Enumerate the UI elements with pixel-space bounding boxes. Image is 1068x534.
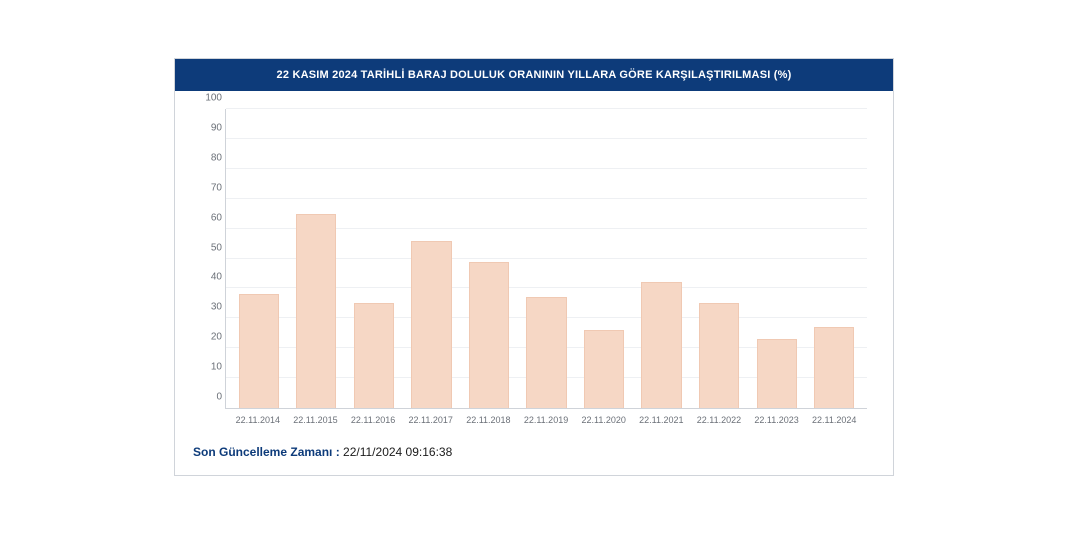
bar-slot (805, 109, 863, 408)
bar (641, 282, 681, 408)
y-tick-label: 20 (196, 332, 222, 343)
x-tick-label: 22.11.2024 (805, 415, 863, 425)
y-tick-label: 40 (196, 272, 222, 283)
bar-slot (518, 109, 576, 408)
y-tick-label: 100 (196, 93, 222, 104)
bar (296, 214, 336, 408)
y-tick-label: 60 (196, 212, 222, 223)
bar-slot (403, 109, 461, 408)
bar (584, 330, 624, 408)
chart-area: 0102030405060708090100 22.11.201422.11.2… (175, 91, 893, 433)
plot-region: 0102030405060708090100 (225, 109, 867, 409)
bar-slot (288, 109, 346, 408)
y-tick-label: 90 (196, 122, 222, 133)
x-tick-label: 22.11.2019 (517, 415, 575, 425)
bar (757, 339, 797, 408)
x-tick-label: 22.11.2017 (402, 415, 460, 425)
bar (239, 294, 279, 408)
bar-slot (575, 109, 633, 408)
x-tick-label: 22.11.2020 (575, 415, 633, 425)
bar (469, 262, 509, 409)
chart-card: 22 KASIM 2024 TARİHLİ BARAJ DOLULUK ORAN… (174, 58, 894, 476)
x-tick-label: 22.11.2015 (287, 415, 345, 425)
bar-slot (460, 109, 518, 408)
x-tick-label: 22.11.2018 (460, 415, 518, 425)
bar-slot (690, 109, 748, 408)
y-tick-label: 0 (196, 392, 222, 403)
x-tick-label: 22.11.2014 (229, 415, 287, 425)
bar (411, 241, 451, 408)
x-tick-label: 22.11.2023 (748, 415, 806, 425)
x-tick-label: 22.11.2016 (344, 415, 402, 425)
y-tick-label: 50 (196, 242, 222, 253)
bar (526, 297, 566, 408)
last-update: Son Güncelleme Zamanı : 22/11/2024 09:16… (175, 433, 893, 475)
last-update-label: Son Güncelleme Zamanı : (193, 445, 340, 459)
x-tick-label: 22.11.2021 (632, 415, 690, 425)
bar-slot (345, 109, 403, 408)
y-tick-label: 80 (196, 152, 222, 163)
bar (354, 303, 394, 408)
y-tick-label: 30 (196, 302, 222, 313)
last-update-value: 22/11/2024 09:16:38 (343, 445, 452, 459)
chart-title: 22 KASIM 2024 TARİHLİ BARAJ DOLULUK ORAN… (175, 59, 893, 91)
y-tick-label: 70 (196, 182, 222, 193)
bar-slot (748, 109, 806, 408)
y-tick-label: 10 (196, 362, 222, 373)
bar (699, 303, 739, 408)
x-axis-labels: 22.11.201422.11.201522.11.201622.11.2017… (225, 409, 867, 425)
bar-slot (230, 109, 288, 408)
bar-slot (633, 109, 691, 408)
x-tick-label: 22.11.2022 (690, 415, 748, 425)
bar (814, 327, 854, 408)
bars-container (226, 109, 867, 408)
